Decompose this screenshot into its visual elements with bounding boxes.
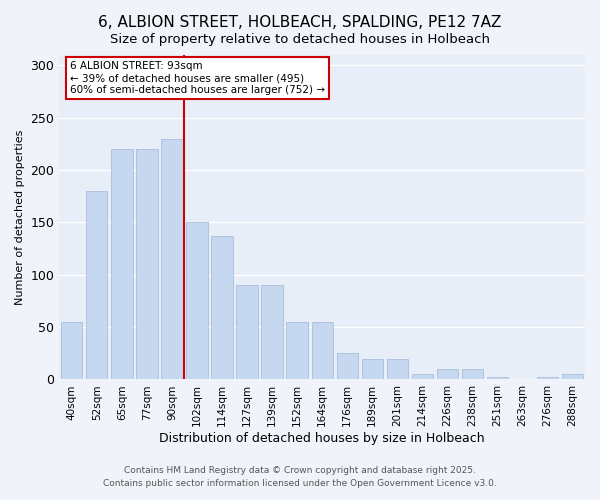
Bar (412, 374, 433, 380)
Bar (362, 358, 383, 380)
Text: Contains HM Land Registry data © Crown copyright and database right 2025.
Contai: Contains HM Land Registry data © Crown c… (103, 466, 497, 487)
Bar (462, 369, 483, 380)
Bar (487, 378, 508, 380)
Bar (311, 322, 333, 380)
Bar (562, 374, 583, 380)
X-axis label: Distribution of detached houses by size in Holbeach: Distribution of detached houses by size … (160, 432, 485, 445)
Y-axis label: Number of detached properties: Number of detached properties (15, 130, 25, 305)
Bar (187, 222, 208, 380)
Text: Size of property relative to detached houses in Holbeach: Size of property relative to detached ho… (110, 32, 490, 46)
Bar (111, 149, 133, 380)
Bar (161, 138, 182, 380)
Bar (61, 322, 82, 380)
Bar (437, 369, 458, 380)
Bar (386, 358, 408, 380)
Bar (211, 236, 233, 380)
Bar (337, 354, 358, 380)
Bar (262, 286, 283, 380)
Text: 6 ALBION STREET: 93sqm
← 39% of detached houses are smaller (495)
60% of semi-de: 6 ALBION STREET: 93sqm ← 39% of detached… (70, 62, 325, 94)
Bar (537, 378, 558, 380)
Bar (286, 322, 308, 380)
Bar (236, 286, 257, 380)
Bar (86, 191, 107, 380)
Bar (136, 149, 158, 380)
Text: 6, ALBION STREET, HOLBEACH, SPALDING, PE12 7AZ: 6, ALBION STREET, HOLBEACH, SPALDING, PE… (98, 15, 502, 30)
